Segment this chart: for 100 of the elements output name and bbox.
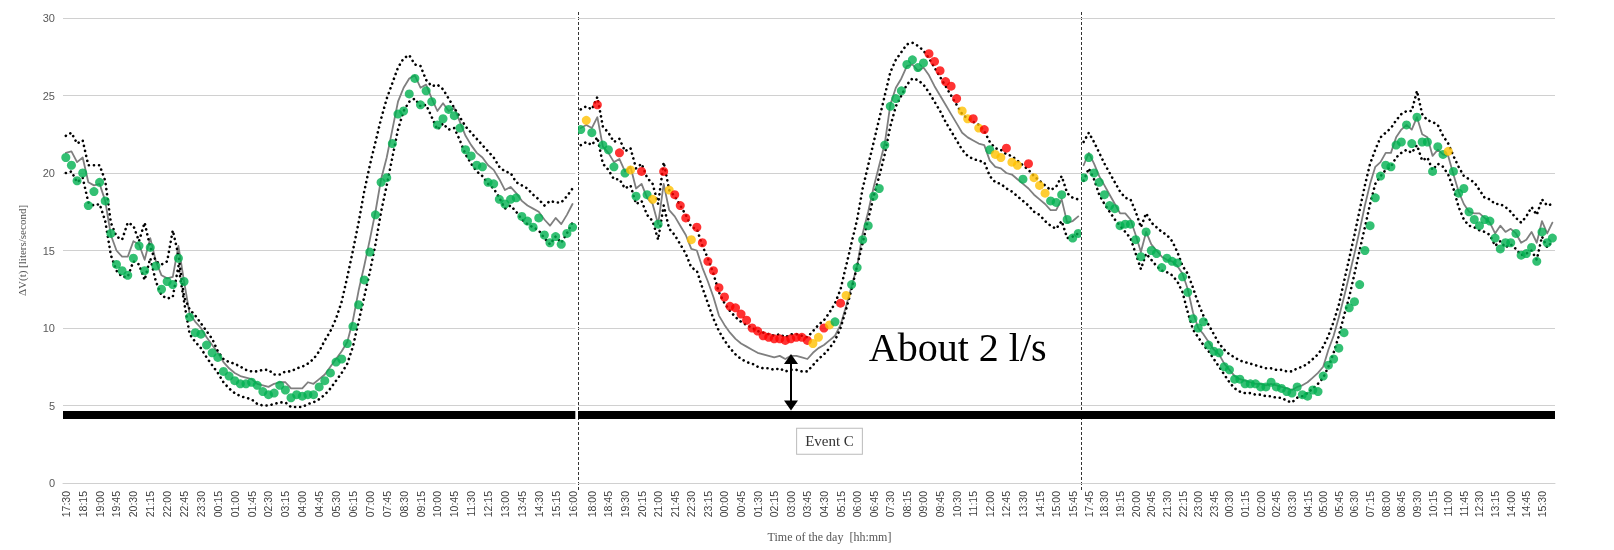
x-tick-label: 08:00 [1379,490,1392,518]
x-tick-label: 22:30 [685,490,698,518]
x-tick-label: 06:15 [346,490,359,518]
x-tick-label: 20:00 [1129,490,1142,518]
x-tick-label: 04:30 [817,490,830,518]
x-tick-label: 16:00 [566,490,579,518]
x-tick-label: 20:15 [635,490,648,518]
ref-line-label: Event C [805,433,854,450]
x-tick-label: 02:30 [262,490,275,518]
x-tick-label: 14:30 [532,490,545,518]
x-tick-label: 04:45 [313,490,326,518]
x-tick-label: 21:30 [1160,490,1173,518]
x-tick-label: 19:45 [110,490,123,518]
x-tick-label: 07:15 [1364,490,1377,518]
x-tick-label: 11:00 [1442,490,1455,517]
x-tick-label: 13:00 [498,490,511,518]
x-tick-label: 02:15 [768,490,781,518]
x-tick-label: 23:45 [1207,490,1220,518]
x-tick-label: 22:00 [161,490,174,518]
x-tick-label: 10:15 [1426,490,1439,518]
x-tick-label: 10:30 [950,490,963,518]
x-tick-label: 12:15 [482,490,495,518]
x-tick-label: 19:00 [93,490,106,518]
x-tick-label: 15:15 [549,490,562,518]
x-tick-label: 15:30 [1535,490,1548,518]
x-tick-label: 18:45 [602,490,615,518]
x-tick-label: 15:00 [1050,490,1063,518]
x-tick-label: 15:45 [1066,490,1079,518]
x-tick-label: 11:15 [967,490,980,517]
x-tick-label: 04:00 [296,490,309,518]
x-tick-label: 02:45 [1270,490,1283,518]
x-tick-label: 22:15 [1176,490,1189,518]
x-tick-label: 17:30 [59,490,72,518]
x-tick-label: 18:00 [585,490,598,518]
x-tick-label: 00:00 [718,490,731,518]
x-tick-label: 14:15 [1033,490,1046,518]
x-tick-label: 00:45 [735,490,748,518]
x-tick-label: 03:30 [1285,490,1298,518]
x-tick-label: 06:30 [1348,490,1361,518]
x-tick-label: 10:45 [448,490,461,518]
x-tick-label: 14:00 [1504,490,1517,518]
x-tick-label: 19:15 [1114,490,1127,518]
x-tick-label: 05:00 [1317,490,1330,518]
x-tick-label: 21:15 [144,490,157,518]
y-tick-label: 5 [48,399,55,412]
x-tick-label: 08:45 [1395,490,1408,518]
x-tick-label: 13:45 [515,490,528,518]
x-tick-label: 21:00 [652,490,665,518]
x-tick-label: 09:30 [1410,490,1423,518]
x-tick-label: 07:30 [884,490,897,518]
x-tick-label: 20:30 [127,490,140,518]
x-tick-label: 06:00 [851,490,864,518]
x-tick-label: 05:30 [330,490,343,518]
x-tick-label: 07:45 [380,490,393,518]
x-tick-label: 13:15 [1489,490,1502,518]
x-tick-label: 14:45 [1520,490,1533,518]
annotation: About 2 l/s [868,325,1047,371]
x-tick-label: 01:45 [245,490,258,518]
x-tick-label: 23:30 [194,490,207,518]
x-tick-label: 05:15 [834,490,847,518]
x-tick-label: 10:00 [431,490,444,518]
x-tick-label: 12:45 [1000,490,1013,518]
x-tick-label: 05:45 [1332,490,1345,518]
x-tick-label: 02:00 [1254,490,1267,518]
x-tick-label: 03:00 [784,490,797,518]
x-axis-title: Time of the day [hh:mm] [767,530,892,544]
x-tick-label: 00:15 [211,490,224,518]
x-tick-label: 01:00 [228,490,241,518]
x-tick-label: 23:00 [1192,490,1205,518]
x-tick-label: 01:30 [751,490,764,518]
x-tick-label: 03:45 [801,490,814,518]
x-tick-label: 01:15 [1239,490,1252,518]
x-tick-label: 17:45 [1082,490,1095,518]
x-tick-label: 09:45 [934,490,947,518]
x-tick-label: 09:00 [917,490,930,518]
x-tick-label: 21:45 [668,490,681,518]
x-tick-label: 22:45 [178,490,191,518]
x-tick-label: 18:15 [76,490,89,518]
y-tick-label: 10 [42,322,55,334]
x-tick-label: 12:00 [983,490,996,518]
y-tick-label: 30 [42,12,55,24]
x-tick-label: 18:30 [1098,490,1111,518]
y-tick-label: 0 [48,477,55,489]
x-tick-label: 08:15 [900,490,913,518]
x-tick-label: 06:45 [867,490,880,518]
y-axis-title: ΔV(t) [liters/second] [15,204,29,297]
x-tick-label: 03:15 [279,490,292,518]
x-tick-label: 08:30 [397,490,410,518]
y-tick-label: 15 [42,244,55,257]
x-tick-label: 13:30 [1016,490,1029,518]
y-tick-label: 25 [42,89,55,102]
x-tick-label: 00:30 [1223,490,1236,518]
x-tick-label: 19:30 [618,490,631,518]
x-tick-label: 23:15 [701,490,714,518]
x-tick-label: 09:15 [414,490,427,518]
x-tick-label: 04:15 [1301,490,1314,518]
x-tick-label: 12:30 [1473,490,1486,518]
x-tick-label: 07:00 [363,490,376,518]
x-tick-label: 11:30 [465,490,478,517]
x-tick-label: 11:45 [1457,490,1470,517]
